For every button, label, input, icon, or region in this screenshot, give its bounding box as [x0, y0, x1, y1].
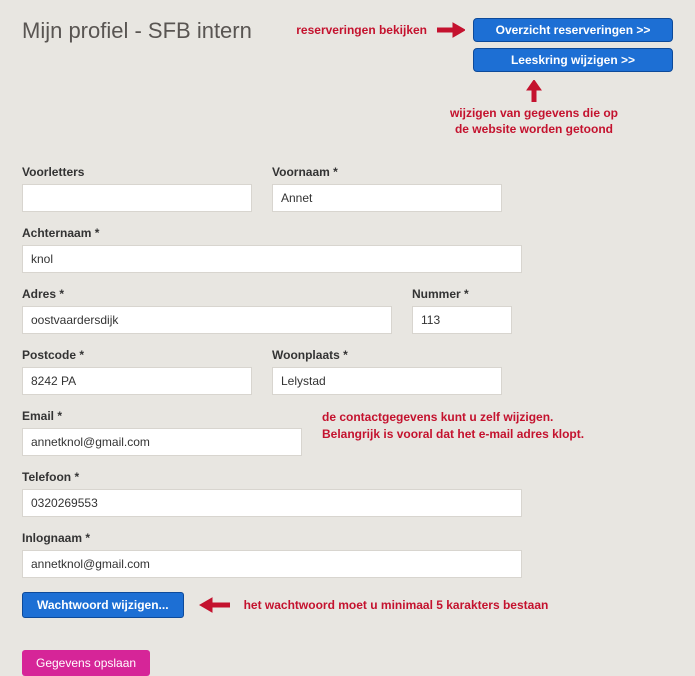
- adres-field[interactable]: [22, 306, 392, 334]
- leeskring-edit-button[interactable]: Leeskring wijzigen >>: [473, 48, 673, 72]
- achternaam-field[interactable]: [22, 245, 522, 273]
- nummer-field[interactable]: [412, 306, 512, 334]
- note-wijzigen: wijzigen van gegevens die op de website …: [450, 106, 618, 137]
- postcode-field[interactable]: [22, 367, 252, 395]
- page-title: Mijn profiel - SFB intern: [22, 18, 252, 44]
- label-achternaam: Achternaam *: [22, 226, 522, 240]
- label-woonplaats: Woonplaats *: [272, 348, 502, 362]
- label-voorletters: Voorletters: [22, 165, 252, 179]
- change-password-button[interactable]: Wachtwoord wijzigen...: [22, 592, 184, 618]
- voornaam-field[interactable]: [272, 184, 502, 212]
- overview-reservations-button[interactable]: Overzicht reserveringen >>: [473, 18, 673, 42]
- profile-form: Voorletters Voornaam * Achternaam * Adre…: [22, 165, 673, 676]
- email-field[interactable]: [22, 428, 302, 456]
- note-password: het wachtwoord moet u minimaal 5 karakte…: [244, 598, 549, 612]
- label-voornaam: Voornaam *: [272, 165, 502, 179]
- label-adres: Adres *: [22, 287, 392, 301]
- label-email: Email *: [22, 409, 302, 423]
- save-button[interactable]: Gegevens opslaan: [22, 650, 150, 676]
- label-telefoon: Telefoon *: [22, 470, 522, 484]
- telefoon-field[interactable]: [22, 489, 522, 517]
- voorletters-field[interactable]: [22, 184, 252, 212]
- arrow-up-icon: [526, 80, 542, 104]
- label-postcode: Postcode *: [22, 348, 252, 362]
- woonplaats-field[interactable]: [272, 367, 502, 395]
- note-reserveringen: reserveringen bekijken: [296, 23, 427, 37]
- label-inlognaam: Inlognaam *: [22, 531, 522, 545]
- arrow-left-icon: [196, 597, 232, 613]
- inlognaam-field[interactable]: [22, 550, 522, 578]
- note-contact: de contactgegevens kunt u zelf wijzigen.…: [322, 409, 584, 443]
- arrow-right-icon: [435, 22, 465, 38]
- label-nummer: Nummer *: [412, 287, 512, 301]
